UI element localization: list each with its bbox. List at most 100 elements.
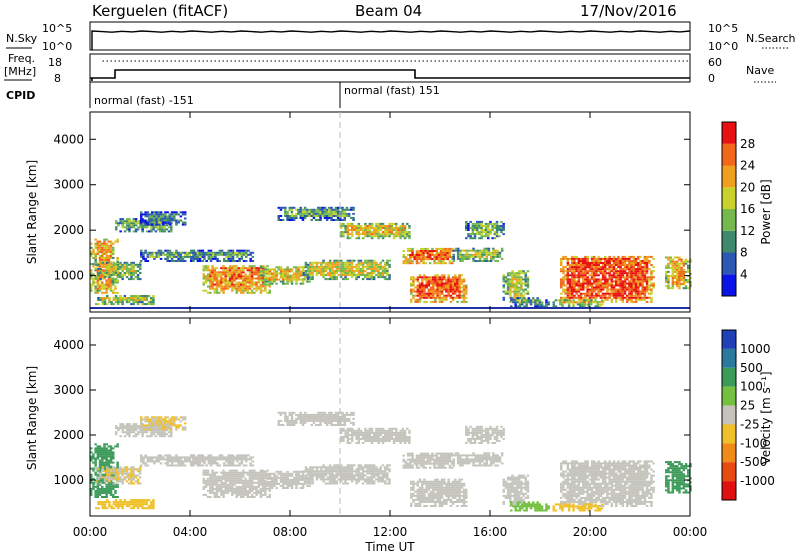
power-cell: [458, 291, 461, 293]
power-cell: [230, 256, 233, 258]
power-cell: [646, 268, 649, 270]
power-cell: [399, 225, 402, 227]
power-cell: [388, 274, 391, 276]
power-cell: [319, 207, 322, 209]
power-cell: [622, 289, 625, 291]
power-cell: [465, 225, 468, 227]
power-cell: [628, 293, 631, 295]
velocity-cell: [229, 480, 232, 482]
power-cell: [203, 275, 206, 277]
velocity-cell: [95, 480, 98, 482]
power-cell: [478, 223, 481, 225]
power-cell: [126, 299, 129, 301]
power-cell: [99, 286, 102, 288]
power-cell: [211, 286, 214, 288]
power-cell: [142, 220, 145, 222]
power-cell: [450, 289, 453, 291]
power-cell: [152, 301, 155, 303]
power-cell: [342, 225, 345, 227]
power-cell: [388, 233, 391, 235]
power-cell: [602, 287, 605, 289]
power-cell: [412, 289, 415, 291]
velocity-cell: [151, 420, 154, 422]
power-cell: [641, 291, 644, 293]
power-cell: [164, 254, 167, 256]
power-cell: [528, 301, 531, 303]
power-cell: [214, 252, 217, 254]
velocity-cell: [110, 445, 113, 447]
power-cell: [158, 211, 161, 213]
power-cell: [452, 287, 455, 289]
power-cell: [349, 223, 352, 225]
power-cell: [373, 268, 376, 270]
power-cell: [211, 288, 214, 290]
power-cell: [373, 260, 376, 262]
power-cell: [637, 291, 640, 293]
power-cell: [244, 273, 247, 275]
power-cell: [231, 288, 234, 290]
power-cell: [255, 284, 257, 286]
power-cell: [421, 289, 424, 291]
power-cell: [514, 289, 517, 291]
power-cell: [230, 252, 233, 254]
power-cell: [486, 258, 489, 260]
power-cell: [341, 215, 344, 217]
power-cell: [628, 256, 631, 258]
power-cell: [604, 299, 607, 301]
power-cell: [687, 287, 690, 289]
power-cell: [436, 280, 439, 282]
velocity-cell: [218, 478, 221, 480]
power-cell: [419, 285, 422, 287]
power-cell: [308, 215, 311, 217]
power-cell: [433, 250, 436, 252]
power-cell: [520, 293, 523, 295]
power-cell: [466, 250, 469, 252]
power-cell: [580, 285, 583, 287]
power-cell: [333, 270, 336, 272]
power-cell: [362, 229, 365, 231]
power-cell: [175, 252, 178, 254]
velocity-cell: [140, 420, 143, 422]
power-cell: [135, 301, 138, 303]
power-cell: [159, 226, 162, 228]
power-cell: [119, 264, 122, 266]
power-cell: [284, 275, 287, 277]
power-cell: [110, 255, 113, 257]
power-cell: [333, 274, 336, 276]
power-cell: [626, 276, 629, 278]
power-cell: [419, 293, 422, 295]
velocity-cell: [112, 494, 115, 496]
power-cell: [218, 273, 221, 275]
power-cell: [94, 257, 97, 259]
power-cell: [619, 264, 622, 266]
power-cell: [147, 252, 150, 254]
power-cell: [593, 291, 596, 293]
power-cell: [650, 256, 653, 258]
power-cell: [173, 218, 176, 220]
power-cell: [346, 207, 349, 209]
power-cell: [434, 280, 437, 282]
power-cell: [615, 289, 618, 291]
power-cell: [128, 278, 131, 280]
power-cell: [395, 231, 398, 233]
power-cell: [222, 280, 225, 282]
velocity-cell: [149, 424, 152, 426]
velocity-cell: [121, 503, 124, 505]
power-cell: [517, 299, 520, 301]
power-cell: [500, 221, 503, 223]
power-cell: [386, 260, 389, 262]
power-cell: [211, 284, 214, 286]
velocity-cell: [163, 435, 166, 437]
velocity-cell: [225, 488, 228, 490]
velocity-cell: [141, 435, 144, 437]
power-cell: [211, 278, 214, 280]
power-cell: [458, 293, 461, 295]
velocity-cell: [229, 474, 232, 476]
power-cell: [438, 258, 441, 260]
velocity-cell: [124, 472, 127, 474]
velocity-cell: [171, 422, 174, 424]
power-cell: [211, 265, 214, 267]
power-cell: [622, 293, 625, 295]
power-cell: [503, 291, 506, 293]
velocity-cell: [110, 462, 113, 464]
